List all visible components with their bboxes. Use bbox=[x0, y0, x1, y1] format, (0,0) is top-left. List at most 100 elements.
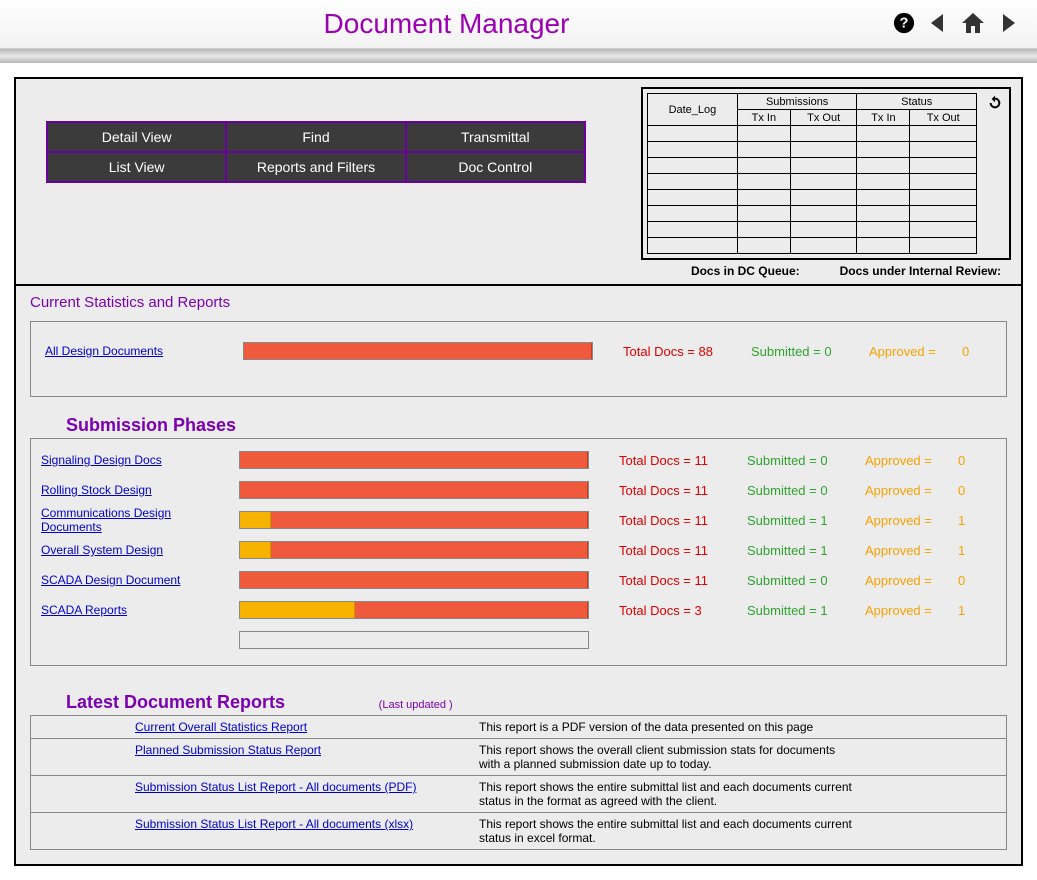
nav-button[interactable]: List View bbox=[47, 152, 226, 182]
refresh-icon[interactable] bbox=[987, 95, 1003, 114]
all-docs-link[interactable]: All Design Documents bbox=[45, 344, 235, 358]
report-row: Submission Status List Report - All docu… bbox=[31, 776, 1006, 813]
phase-submitted: Submitted = 1 bbox=[747, 543, 857, 558]
bar-segment bbox=[271, 542, 588, 558]
report-link[interactable]: Submission Status List Report - All docu… bbox=[39, 780, 469, 794]
report-link[interactable]: Submission Status List Report - All docu… bbox=[39, 817, 469, 831]
bar-segment bbox=[244, 343, 592, 359]
upper-region: Detail ViewFindTransmittal List ViewRepor… bbox=[16, 79, 1021, 282]
lower-region: Current Statistics and Reports All Desig… bbox=[16, 284, 1021, 864]
phase-submitted: Submitted = 1 bbox=[747, 603, 857, 618]
phase-bar bbox=[239, 571, 589, 589]
phase-bar bbox=[239, 511, 589, 529]
bar-segment bbox=[240, 482, 588, 498]
back-icon[interactable] bbox=[929, 12, 947, 37]
report-row: Submission Status List Report - All docu… bbox=[31, 813, 1006, 849]
phase-row: Rolling Stock Design Total Docs = 11 Submi… bbox=[41, 475, 996, 505]
phase-total: Total Docs = 11 bbox=[619, 483, 739, 498]
report-desc: This report is a PDF version of the data… bbox=[479, 720, 859, 734]
bar-segment bbox=[240, 542, 271, 558]
phase-row: Communications Design DocumentsTotal Doc… bbox=[41, 505, 996, 535]
internal-review-label: Docs under Internal Review: bbox=[840, 264, 1001, 278]
nav-button-grid: Detail ViewFindTransmittal List ViewRepor… bbox=[46, 121, 586, 183]
report-row: Current Overall Statistics Report This re… bbox=[31, 716, 1006, 739]
phase-submitted: Submitted = 0 bbox=[747, 483, 857, 498]
phase-approved-val: 1 bbox=[958, 513, 978, 528]
phase-approved-val: 1 bbox=[958, 603, 978, 618]
phase-submitted: Submitted = 1 bbox=[747, 513, 857, 528]
phase-bar bbox=[239, 481, 589, 499]
all-docs-approved-val: 0 bbox=[962, 344, 982, 359]
nav-button[interactable]: Find bbox=[226, 122, 405, 152]
bar-segment bbox=[240, 452, 588, 468]
phase-link[interactable]: SCADA Reports bbox=[41, 603, 231, 617]
phase-approved-label: Approved = bbox=[865, 603, 950, 618]
phase-bar-empty bbox=[239, 631, 589, 649]
phase-link[interactable]: Rolling Stock Design bbox=[41, 483, 231, 497]
bar-segment bbox=[271, 512, 588, 528]
report-link[interactable]: Planned Submission Status Report bbox=[39, 743, 469, 757]
nav-button[interactable]: Transmittal bbox=[406, 122, 585, 152]
phase-approved-val: 0 bbox=[958, 573, 978, 588]
phase-total: Total Docs = 11 bbox=[619, 453, 739, 468]
report-desc: This report shows the overall client sub… bbox=[479, 743, 859, 771]
all-docs-approved-label: Approved = bbox=[869, 344, 954, 359]
phase-total: Total Docs = 11 bbox=[619, 573, 739, 588]
report-link[interactable]: Current Overall Statistics Report bbox=[39, 720, 469, 734]
phase-approved-label: Approved = bbox=[865, 573, 950, 588]
phase-approved-label: Approved = bbox=[865, 483, 950, 498]
phase-bar bbox=[239, 451, 589, 469]
queue-table: Date_LogSubmissionsStatusTx InTx OutTx I… bbox=[647, 93, 977, 254]
phase-approved-label: Approved = bbox=[865, 453, 950, 468]
forward-icon[interactable] bbox=[999, 12, 1017, 37]
bar-segment bbox=[240, 512, 271, 528]
all-docs-box: All Design Documents Total Docs = 88 Sub… bbox=[30, 321, 1007, 397]
phase-section-title: Submission Phases bbox=[66, 415, 1011, 436]
phase-row: Overall System Design Total Docs = 11 Subm… bbox=[41, 535, 996, 565]
main-panel: Detail ViewFindTransmittal List ViewRepor… bbox=[14, 77, 1023, 866]
phase-submitted: Submitted = 0 bbox=[747, 573, 857, 588]
page-title: Document Manager bbox=[0, 8, 893, 40]
report-desc: This report shows the entire submittal l… bbox=[479, 780, 859, 808]
all-docs-total: Total Docs = 88 bbox=[623, 344, 743, 359]
queue-footer: Docs in DC Queue: Docs under Internal Re… bbox=[641, 260, 1011, 282]
divider bbox=[0, 49, 1037, 63]
phase-row: SCADA Reports Total Docs = 3 Submitted = 1… bbox=[41, 595, 996, 625]
bar-segment bbox=[240, 602, 355, 618]
topbar: Document Manager ? bbox=[0, 0, 1037, 49]
phase-submitted: Submitted = 0 bbox=[747, 453, 857, 468]
nav-button[interactable]: Reports and Filters bbox=[226, 152, 405, 182]
phase-row: SCADA Design Document Total Docs = 11 Subm… bbox=[41, 565, 996, 595]
nav-button[interactable]: Detail View bbox=[47, 122, 226, 152]
report-row: Planned Submission Status Report This rep… bbox=[31, 739, 1006, 776]
bar-segment bbox=[240, 572, 588, 588]
all-docs-bar bbox=[243, 342, 593, 360]
phase-link[interactable]: Communications Design Documents bbox=[41, 506, 231, 534]
phase-total: Total Docs = 11 bbox=[619, 543, 739, 558]
phase-approved-val: 1 bbox=[958, 543, 978, 558]
nav-button-area: Detail ViewFindTransmittal List ViewRepor… bbox=[26, 87, 631, 282]
phase-link[interactable]: SCADA Design Document bbox=[41, 573, 231, 587]
reports-section-title: Latest Document Reports bbox=[66, 692, 285, 713]
topbar-icons: ? bbox=[893, 12, 1017, 37]
phase-row-empty bbox=[41, 625, 996, 655]
phase-box: Signaling Design Docs Total Docs = 11 Subm… bbox=[30, 438, 1007, 666]
phase-link[interactable]: Signaling Design Docs bbox=[41, 453, 231, 467]
all-docs-submitted: Submitted = 0 bbox=[751, 344, 861, 359]
reports-box: Current Overall Statistics Report This re… bbox=[30, 715, 1007, 850]
stats-section-title: Current Statistics and Reports bbox=[30, 294, 1011, 311]
phase-total: Total Docs = 3 bbox=[619, 603, 739, 618]
phase-bar bbox=[239, 601, 589, 619]
svg-text:?: ? bbox=[900, 15, 909, 31]
phase-approved-val: 0 bbox=[958, 483, 978, 498]
queue-panel: Date_LogSubmissionsStatusTx InTx OutTx I… bbox=[641, 87, 1011, 260]
dc-queue-label: Docs in DC Queue: bbox=[691, 264, 800, 278]
phase-link[interactable]: Overall System Design bbox=[41, 543, 231, 557]
all-docs-row: All Design Documents Total Docs = 88 Sub… bbox=[45, 336, 992, 366]
nav-button[interactable]: Doc Control bbox=[406, 152, 585, 182]
phase-approved-label: Approved = bbox=[865, 513, 950, 528]
help-icon[interactable]: ? bbox=[893, 12, 915, 37]
home-icon[interactable] bbox=[961, 12, 985, 37]
bar-segment bbox=[355, 602, 588, 618]
phase-row: Signaling Design Docs Total Docs = 11 Subm… bbox=[41, 445, 996, 475]
